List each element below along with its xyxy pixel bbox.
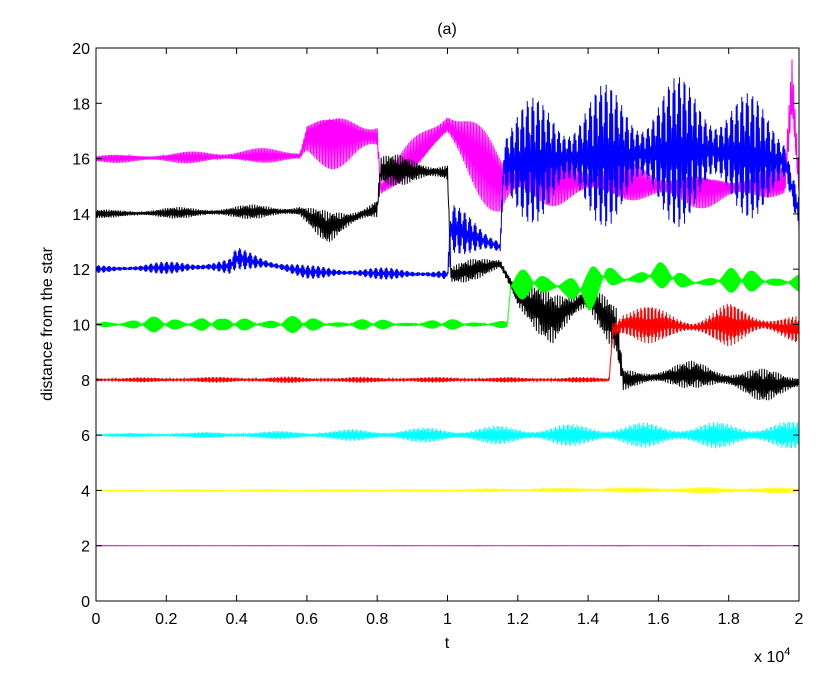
y-tick-label: 20 <box>72 41 90 58</box>
x-tick-label: 1.8 <box>718 611 740 628</box>
y-tick-label: 2 <box>81 539 90 556</box>
x-tick-label: 2 <box>795 611 804 628</box>
x-tick-label: 0 <box>92 611 101 628</box>
series-layer <box>95 59 800 547</box>
x-multiplier-exponent: 4 <box>784 646 790 658</box>
y-tick-label: 0 <box>81 594 90 611</box>
series-line <box>95 486 800 495</box>
y-tick-label: 10 <box>72 318 90 335</box>
y-tick-layer: 0 2 4 6 8 10 12 14 16 18 20 <box>72 41 799 611</box>
series-line <box>95 303 800 384</box>
y-tick-label: 4 <box>81 483 90 500</box>
x-axis-label: t <box>445 635 450 652</box>
series-line <box>95 262 800 334</box>
x-tick-label: 0.4 <box>225 611 247 628</box>
y-tick-label: 14 <box>72 207 90 224</box>
x-multiplier-base: x 10 <box>754 649 784 666</box>
x-tick-label: 0.8 <box>366 611 388 628</box>
x-tick-label: 1.4 <box>577 611 599 628</box>
series-line <box>95 59 800 212</box>
x-multiplier: x 104 <box>754 646 790 666</box>
x-tick-label: 1 <box>443 611 452 628</box>
y-tick-label: 8 <box>81 373 90 390</box>
chart-title: (a) <box>437 21 457 38</box>
y-tick-label: 18 <box>72 96 90 113</box>
series-line <box>95 421 800 449</box>
x-tick-layer: 0 0.2 0.4 0.6 0.8 1 1.2 1.4 1.6 1.8 2 <box>92 48 804 628</box>
series-line <box>95 544 800 547</box>
x-tick-label: 1.6 <box>647 611 669 628</box>
y-axis-label: distance from the star <box>39 246 56 401</box>
y-tick-label: 6 <box>81 428 90 445</box>
x-tick-label: 0.6 <box>296 611 318 628</box>
series-line <box>95 154 800 401</box>
y-tick-label: 12 <box>72 262 90 279</box>
x-tick-label: 0.2 <box>155 611 177 628</box>
series-line <box>95 77 800 280</box>
y-tick-label: 16 <box>72 152 90 169</box>
x-tick-label: 1.2 <box>507 611 529 628</box>
